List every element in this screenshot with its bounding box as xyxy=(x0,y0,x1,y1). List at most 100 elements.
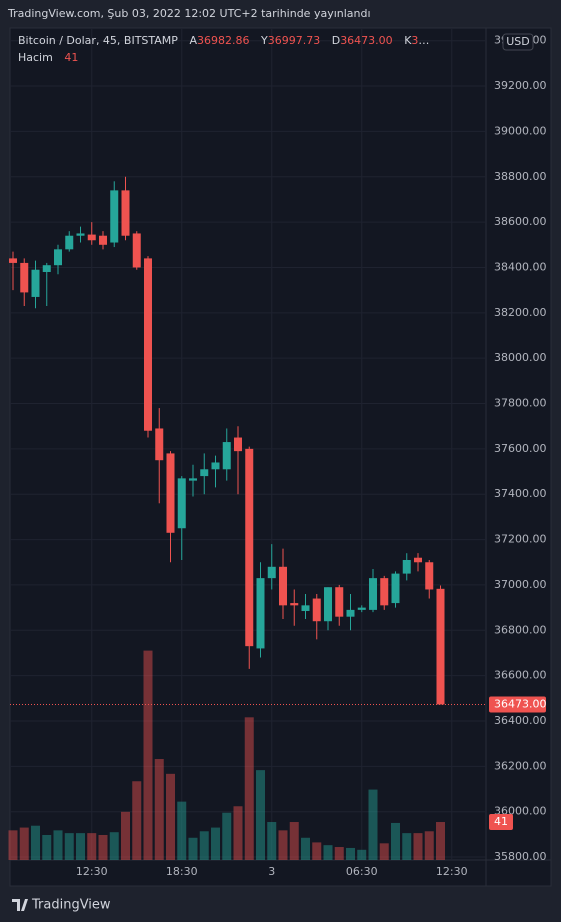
candle-body xyxy=(155,428,164,461)
volume-bar xyxy=(222,812,232,860)
candle-body xyxy=(144,258,152,431)
legend-label: D xyxy=(331,34,341,47)
volume-bar xyxy=(109,832,119,860)
y-tick-label: 38800.00 xyxy=(494,170,547,183)
candle-body xyxy=(189,478,197,481)
volume-bar xyxy=(391,822,400,860)
candle-body xyxy=(42,265,51,272)
y-tick-label: 37400.00 xyxy=(494,487,547,500)
y-tick-label: 38400.00 xyxy=(494,260,547,273)
candle-body xyxy=(234,437,242,452)
volume-bar xyxy=(323,845,333,860)
volume-bar xyxy=(98,834,108,860)
legend: Bitcoin / Dolar, 45, BITSTAMP A36982.86 … xyxy=(18,34,433,47)
volume-bar xyxy=(19,827,29,860)
volume-bar xyxy=(334,847,344,860)
candle-body xyxy=(256,578,265,649)
volume-tag-label: 41 xyxy=(494,815,508,828)
volume-bar xyxy=(211,827,220,860)
candle-body xyxy=(121,190,130,236)
candle-body xyxy=(166,453,175,533)
candle-body xyxy=(312,598,321,622)
last-price-tag xyxy=(489,696,546,713)
x-tick-label: 06:30 xyxy=(346,865,378,878)
currency-label: USD xyxy=(506,35,530,48)
candle-body xyxy=(245,448,254,647)
candle-body xyxy=(436,588,445,705)
candle-body xyxy=(267,566,276,579)
y-tick-label: 37200.00 xyxy=(494,533,547,546)
header-text: TradingView.com, Şub 03, 2022 12:02 UTC+… xyxy=(7,7,371,20)
candle-body xyxy=(324,587,332,622)
candle-body xyxy=(301,605,310,612)
volume-bar xyxy=(233,806,243,860)
volume-bar xyxy=(132,781,142,860)
candle-body xyxy=(391,573,400,604)
volume-bar xyxy=(87,833,97,860)
candle-body xyxy=(380,578,389,606)
y-tick-label: 38000.00 xyxy=(494,351,547,364)
volume-bar xyxy=(368,789,378,860)
volume-bar xyxy=(357,849,367,860)
volume-tag xyxy=(489,814,513,831)
volume-bar xyxy=(244,717,254,860)
candle-body xyxy=(99,235,107,245)
candle-body xyxy=(31,269,40,297)
volume-bar xyxy=(379,843,389,860)
y-tick-label: 39200.00 xyxy=(494,79,547,92)
candle-body xyxy=(110,190,119,243)
y-tick-label: 36600.00 xyxy=(494,669,547,682)
candle-body xyxy=(222,442,231,470)
candle-body xyxy=(132,233,141,268)
candle-body xyxy=(211,462,220,470)
volume-bar xyxy=(346,847,355,860)
y-tick-label: 37000.00 xyxy=(494,578,547,591)
y-tick-label: 35800.00 xyxy=(494,850,547,863)
x-tick-label: 18:30 xyxy=(166,865,198,878)
y-tick-label: 38200.00 xyxy=(494,306,547,319)
candle-body xyxy=(177,478,186,529)
candle-body xyxy=(76,233,85,236)
volume-bar xyxy=(188,837,198,860)
volume-legend: Hacim 41 xyxy=(18,51,78,64)
volume-bar xyxy=(166,773,175,860)
volume-bar xyxy=(64,833,74,860)
last-price-label: 36473.00 xyxy=(494,697,547,710)
volume-bar xyxy=(278,830,288,860)
footer-logo xyxy=(12,899,28,911)
candle-body xyxy=(369,578,377,610)
volume-bar xyxy=(76,833,85,860)
candle-body xyxy=(87,234,96,241)
volume-name: Hacim xyxy=(18,51,53,64)
volume-bar xyxy=(143,650,153,860)
volume-bar xyxy=(301,837,310,860)
volume-bar xyxy=(436,822,445,860)
candle-body xyxy=(346,609,355,617)
volume-bar xyxy=(8,830,18,860)
currency-box xyxy=(502,33,534,51)
candle-body xyxy=(402,559,411,574)
y-tick-label: 36400.00 xyxy=(494,714,547,727)
volume-last: 41 xyxy=(64,51,79,64)
candle-body xyxy=(357,607,366,610)
candle-body xyxy=(425,562,434,590)
volume-bar xyxy=(177,801,187,860)
volume-bar xyxy=(154,759,164,860)
volume-bar xyxy=(424,831,434,860)
y-tick-label: 38600.00 xyxy=(494,215,547,228)
y-tick-label: 37600.00 xyxy=(494,442,547,455)
volume-bar xyxy=(31,825,40,860)
candle-body xyxy=(65,235,74,250)
legend-label: A xyxy=(189,34,197,47)
candle-body xyxy=(414,557,422,563)
candle-body xyxy=(279,566,287,606)
volume-bar xyxy=(402,833,412,860)
footer-brand: TradingView xyxy=(31,898,111,913)
legend-value: 36982.86 xyxy=(196,34,250,47)
y-tick-label: 37800.00 xyxy=(494,397,547,410)
legend-label: Y xyxy=(260,34,268,47)
x-tick-label: 3 xyxy=(268,865,275,878)
candle-body xyxy=(335,587,344,617)
